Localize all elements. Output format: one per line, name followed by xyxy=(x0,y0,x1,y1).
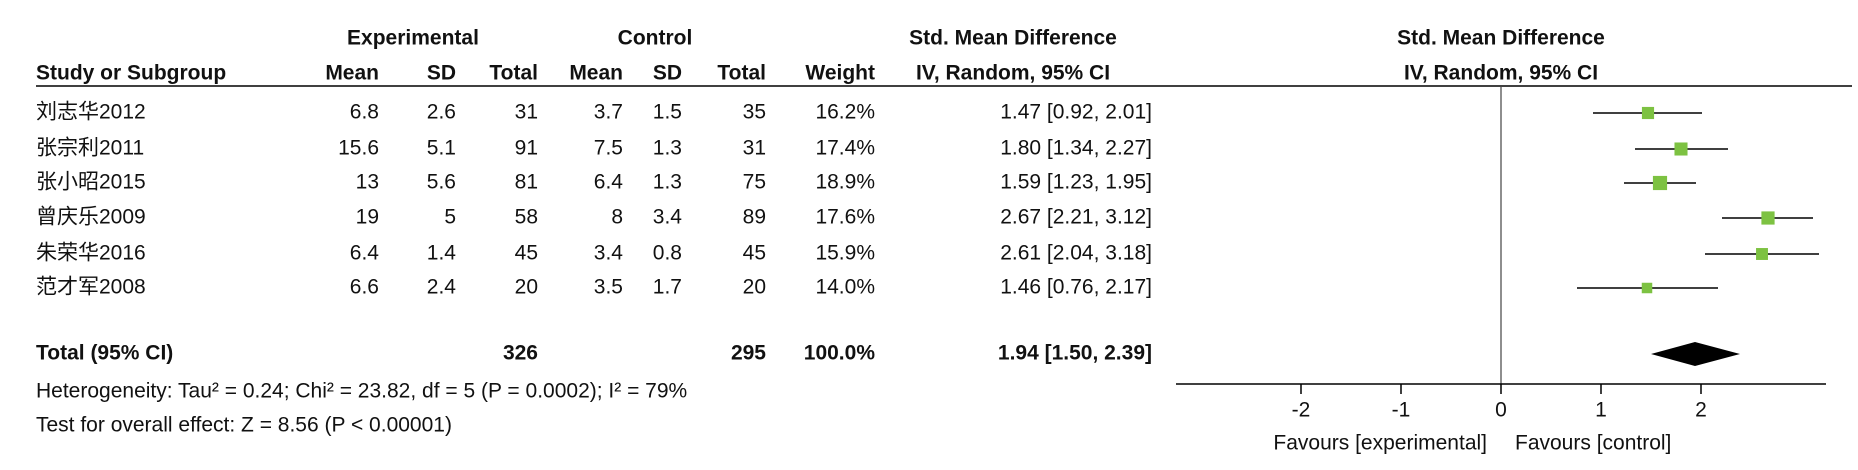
total-cell: 295 xyxy=(731,342,766,365)
group-header: Control xyxy=(618,27,693,50)
cell: 35 xyxy=(743,101,766,124)
column-header: Mean xyxy=(325,62,379,85)
cell: 2.6 xyxy=(427,101,456,124)
ci-label: 2.67 [2.21, 3.12] xyxy=(1000,206,1152,229)
cell: 6.4 xyxy=(350,242,380,265)
cell: 15.9% xyxy=(815,242,875,265)
cell: 1.3 xyxy=(653,137,682,160)
cell: 3.7 xyxy=(594,101,623,124)
study-name: 朱荣华2016 xyxy=(36,242,146,265)
effect-square xyxy=(1761,211,1775,225)
cell: 89 xyxy=(743,206,766,229)
study-name: 张小昭2015 xyxy=(36,171,146,194)
study-name: 范才军2008 xyxy=(36,276,146,299)
cell: 3.5 xyxy=(594,276,623,299)
cell: 17.4% xyxy=(815,137,875,160)
column-header: Study or Subgroup xyxy=(36,62,226,85)
plot-header: Std. Mean Difference xyxy=(1397,27,1605,50)
cell: 20 xyxy=(743,276,766,299)
cell: 17.6% xyxy=(815,206,875,229)
cell: 31 xyxy=(515,101,538,124)
effect-square xyxy=(1674,142,1688,156)
effect-header: Std. Mean Difference xyxy=(909,27,1117,50)
cell: 5.1 xyxy=(427,137,456,160)
cell: 16.2% xyxy=(815,101,875,124)
ci-label: 2.61 [2.04, 3.18] xyxy=(1000,242,1152,265)
total-ci-label: 1.94 [1.50, 2.39] xyxy=(998,342,1152,365)
cell: 8 xyxy=(611,206,623,229)
effect-square xyxy=(1756,248,1768,260)
cell: 1.3 xyxy=(653,171,682,194)
cell: 91 xyxy=(515,137,538,160)
cell: 1.4 xyxy=(427,242,457,265)
x-tick-label: -2 xyxy=(1292,399,1311,422)
study-name: 曾庆乐2009 xyxy=(36,206,146,229)
overall-effect: Test for overall effect: Z = 8.56 (P < 0… xyxy=(36,414,452,437)
cell: 15.6 xyxy=(338,137,379,160)
cell: 3.4 xyxy=(594,242,624,265)
favours-left: Favours [experimental] xyxy=(1273,432,1487,455)
favours-right: Favours [control] xyxy=(1515,432,1671,455)
study-name: 刘志华2012 xyxy=(36,101,146,124)
cell: 3.4 xyxy=(653,206,683,229)
x-tick-label: 2 xyxy=(1695,399,1707,422)
cell: 75 xyxy=(743,171,766,194)
cell: 58 xyxy=(515,206,538,229)
x-tick-label: 1 xyxy=(1595,399,1607,422)
column-header: Total xyxy=(717,62,766,85)
cell: 0.8 xyxy=(653,242,682,265)
heterogeneity: Heterogeneity: Tau² = 0.24; Chi² = 23.82… xyxy=(36,380,687,403)
cell: 2.4 xyxy=(427,276,457,299)
ci-label: 1.47 [0.92, 2.01] xyxy=(1000,101,1152,124)
cell: 1.7 xyxy=(653,276,682,299)
cell: 5.6 xyxy=(427,171,456,194)
ci-label: 1.59 [1.23, 1.95] xyxy=(1000,171,1152,194)
ci-label: 1.80 [1.34, 2.27] xyxy=(1000,137,1152,160)
cell: 5 xyxy=(444,206,456,229)
cell: 20 xyxy=(515,276,538,299)
ci-label: 1.46 [0.76, 2.17] xyxy=(1000,276,1152,299)
total-cell: 100.0% xyxy=(804,342,876,365)
cell: 45 xyxy=(515,242,538,265)
cell: 1.5 xyxy=(653,101,682,124)
total-cell: 326 xyxy=(503,342,538,365)
total-label: Total (95% CI) xyxy=(36,342,173,365)
column-header: SD xyxy=(653,62,682,85)
cell: 7.5 xyxy=(594,137,623,160)
cell: 45 xyxy=(743,242,766,265)
column-header: Total xyxy=(489,62,538,85)
x-tick-label: -1 xyxy=(1392,399,1411,422)
total-diamond xyxy=(1651,342,1740,366)
cell: 81 xyxy=(515,171,538,194)
column-header: Mean xyxy=(569,62,623,85)
plot-subheader: IV, Random, 95% CI xyxy=(1404,62,1598,85)
cell: 19 xyxy=(356,206,379,229)
group-header: Experimental xyxy=(347,27,479,50)
cell: 18.9% xyxy=(815,171,875,194)
study-name: 张宗利2011 xyxy=(36,137,144,160)
cell: 14.0% xyxy=(815,276,875,299)
column-header: Weight xyxy=(805,62,875,85)
cell: 6.6 xyxy=(350,276,379,299)
x-tick-label: 0 xyxy=(1495,399,1507,422)
effect-square xyxy=(1641,282,1653,294)
column-header: SD xyxy=(427,62,456,85)
effect-square xyxy=(1652,175,1668,191)
effect-square xyxy=(1641,106,1655,120)
cell: 6.4 xyxy=(594,171,624,194)
cell: 13 xyxy=(356,171,379,194)
cell: 6.8 xyxy=(350,101,379,124)
effect-subheader: IV, Random, 95% CI xyxy=(916,62,1110,85)
cell: 31 xyxy=(743,137,766,160)
